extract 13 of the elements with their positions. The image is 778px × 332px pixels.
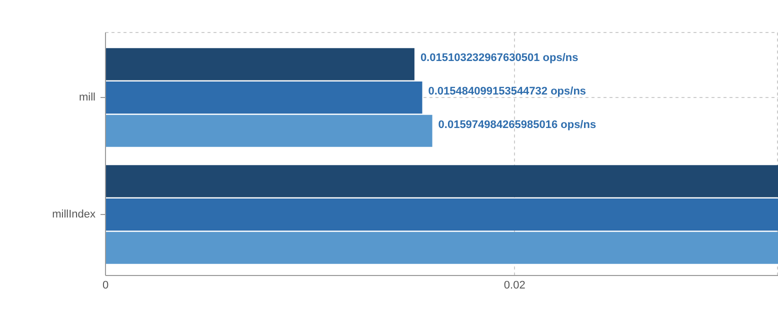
y-tick-label: mill xyxy=(79,92,96,104)
data-label: 0.015974984265985016 ops/ns xyxy=(438,118,596,131)
data-label: 0.015103232967630501 ops/ns xyxy=(420,52,578,64)
bar xyxy=(106,165,778,198)
bar xyxy=(106,82,422,114)
bar xyxy=(106,114,432,147)
bar xyxy=(106,198,778,231)
y-tick-label: millIndex xyxy=(52,208,96,221)
x-tick-label: 0 xyxy=(102,280,109,292)
bar xyxy=(106,232,778,264)
data-label: 0.015484099153544732 ops/ns xyxy=(428,86,586,98)
bar xyxy=(106,48,414,80)
x-tick-label: 0.02 xyxy=(504,280,526,292)
